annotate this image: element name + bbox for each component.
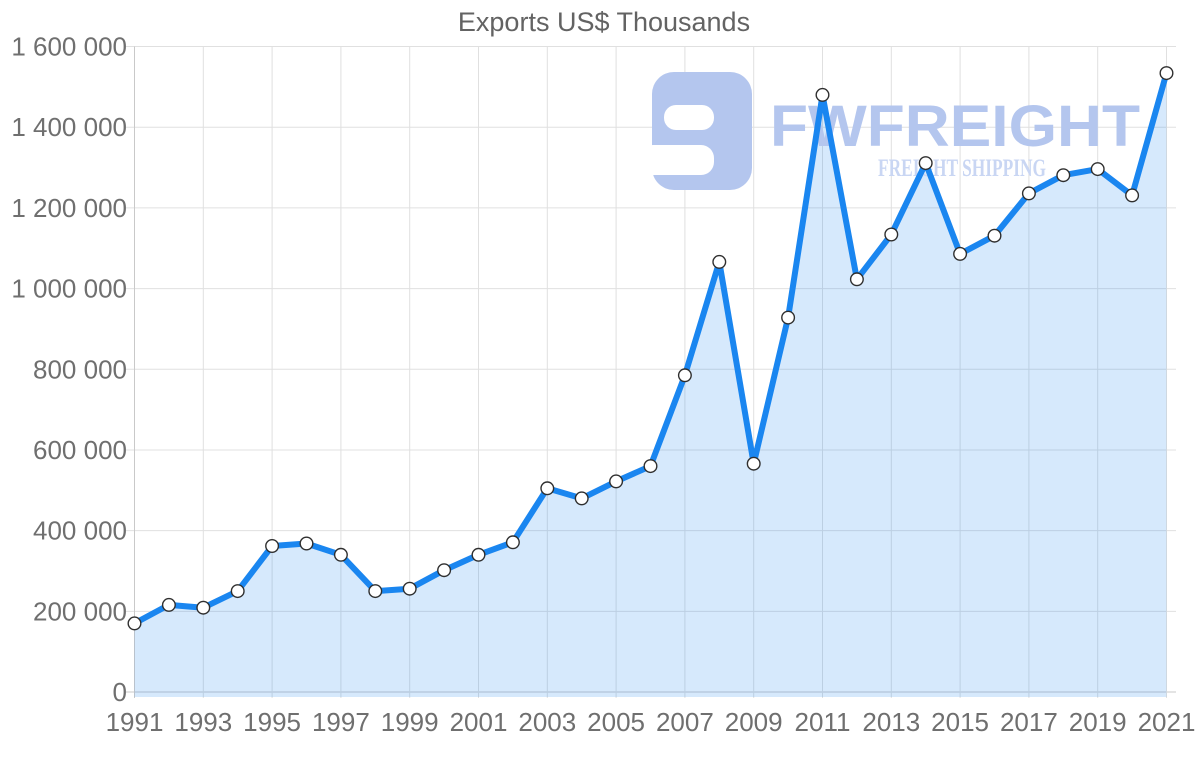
x-axis-tick-label: 2009 <box>725 707 783 737</box>
data-point-marker <box>505 535 520 550</box>
series-area-fill <box>134 73 1167 698</box>
data-point-marker <box>884 227 899 242</box>
x-axis-labels: 1991 1993 1995 1997 1999 2001 2003 2005 2007 2009… <box>106 707 1196 737</box>
data-point-marker <box>265 539 280 554</box>
data-point-marker <box>471 547 486 562</box>
data-point-marker <box>196 600 211 615</box>
data-point-marker <box>781 310 796 325</box>
data-point-marker <box>402 581 417 596</box>
y-axis-tick-label: 400 000 <box>33 516 127 546</box>
y-axis-tick-label: 1 400 000 <box>11 112 127 142</box>
data-point-marker <box>712 254 727 269</box>
x-axis-tick-label: 2001 <box>450 707 508 737</box>
fwfreight-logo-icon <box>640 72 752 190</box>
x-axis-tick-label: 2011 <box>795 707 851 737</box>
data-point-marker <box>677 368 692 383</box>
data-point-marker <box>643 459 658 474</box>
data-point-marker <box>230 584 245 599</box>
x-axis-tick-label: 1995 <box>243 707 301 737</box>
x-axis-tick-label: 2015 <box>931 707 989 737</box>
data-point-marker <box>918 156 933 171</box>
x-axis-tick-label: 1997 <box>312 707 370 737</box>
data-point-marker <box>987 228 1002 243</box>
y-axis-tick-label: 600 000 <box>33 435 127 465</box>
series-markers <box>127 66 1174 631</box>
x-axis-tick-label: 2007 <box>656 707 714 737</box>
data-point-marker <box>1056 168 1071 183</box>
x-axis-tick-label: 2021 <box>1138 707 1196 737</box>
data-point-marker <box>540 481 555 496</box>
data-point-marker <box>815 87 830 102</box>
y-axis-labels: 0 200 000 400 000 600 000 800 000 1 000 000 1 … <box>11 32 127 708</box>
data-point-marker <box>1159 66 1174 81</box>
x-axis-tick-label: 1991 <box>106 707 164 737</box>
y-axis-tick-label: 200 000 <box>33 596 127 626</box>
y-axis-tick-label: 800 000 <box>33 354 127 384</box>
data-point-marker <box>953 246 968 261</box>
x-axis-tick-label: 2003 <box>518 707 576 737</box>
x-axis-tick-label: 2005 <box>587 707 645 737</box>
data-point-marker <box>1090 162 1105 177</box>
y-axis-tick-label: 1 200 000 <box>11 193 127 223</box>
x-axis-tick-label: 2017 <box>1000 707 1058 737</box>
data-point-marker <box>849 272 864 287</box>
x-axis-tick-label: 2019 <box>1069 707 1127 737</box>
data-point-marker <box>746 456 761 471</box>
data-point-marker <box>299 536 314 551</box>
data-point-marker <box>1125 188 1140 203</box>
data-point-marker <box>333 547 348 562</box>
watermark-tagline-text: FREIGHT SHIPPING <box>878 155 1046 182</box>
x-axis-tick-label: 1993 <box>174 707 232 737</box>
y-axis-tick-label: 1 000 000 <box>11 274 127 304</box>
data-point-marker <box>1021 186 1036 201</box>
data-point-marker <box>437 563 452 578</box>
data-point-marker <box>161 597 176 612</box>
data-point-marker <box>127 616 142 631</box>
x-axis-tick-label: 2013 <box>862 707 920 737</box>
chart-title: Exports US$ Thousands <box>458 7 750 37</box>
x-axis-tick-label: 1999 <box>381 707 439 737</box>
y-axis-tick-label: 1 600 000 <box>11 32 127 62</box>
data-point-marker <box>574 491 589 506</box>
data-point-marker <box>609 474 624 489</box>
data-point-marker <box>368 584 383 599</box>
y-axis-tick-label: 0 <box>113 677 127 707</box>
